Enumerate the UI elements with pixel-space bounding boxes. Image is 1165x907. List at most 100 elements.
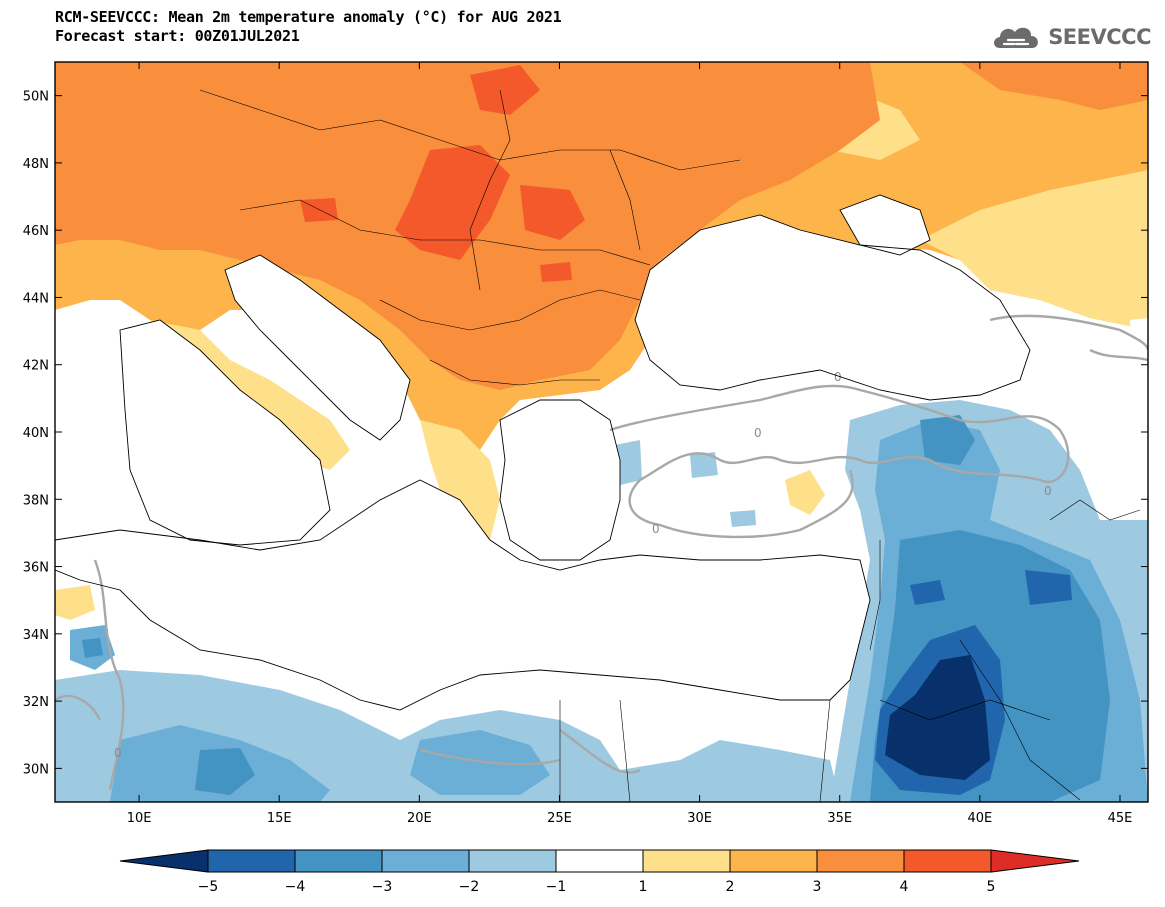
cool-tunisia-core	[82, 638, 103, 658]
lat-tick-label: 50N	[23, 90, 49, 105]
colorbar-label: 2	[726, 879, 735, 895]
lat-tick-label: 42N	[23, 359, 49, 374]
black-sea	[635, 215, 1030, 400]
longitude-axis: 10E 15E 20E 25E 30E 35E 40E 45E	[127, 62, 1133, 826]
contour-label: 0	[834, 370, 842, 384]
black-sea-coast	[634, 214, 1031, 401]
slight-cool-turkey-center	[690, 452, 718, 478]
contour-label: 0	[114, 746, 122, 760]
border	[199, 89, 741, 171]
lat-tick-label: 44N	[23, 291, 49, 306]
warmer-region-east	[960, 62, 1148, 110]
mediterranean-sea	[55, 480, 870, 710]
lat-tick-label: 38N	[23, 493, 49, 508]
border	[869, 540, 1081, 801]
lon-tick-label: 15E	[267, 811, 292, 826]
very-cold-iraq	[1025, 570, 1072, 605]
colorbar-swatch	[816, 849, 905, 873]
colorbar-label: −3	[372, 879, 393, 895]
border	[469, 89, 511, 291]
slight-cool-turkey-west	[615, 440, 642, 485]
med-coast	[55, 479, 871, 711]
title-line-2: Forecast start: 00Z01JUL2021	[55, 27, 300, 45]
very-warm-north	[470, 65, 540, 115]
cold-turkey-east	[920, 415, 975, 465]
very-warm-serbia	[540, 262, 572, 282]
colorbar-swatch	[207, 849, 296, 873]
cold-libya-core	[195, 748, 255, 795]
lon-tick-label: 20E	[407, 811, 432, 826]
colorbar-swatch	[555, 849, 644, 873]
adriatic-sea	[225, 255, 410, 440]
lat-tick-label: 40N	[23, 426, 49, 441]
colorbar-label: −1	[546, 879, 567, 895]
slight-warm-turkey	[785, 470, 825, 515]
lat-tick-label: 48N	[23, 157, 49, 172]
cloud-logo-icon	[994, 27, 1039, 48]
tyrrhenian-sea	[120, 320, 330, 545]
lat-tick-label: 30N	[23, 762, 49, 777]
azov-coast	[839, 194, 931, 256]
zero-contour-africa	[55, 559, 125, 791]
contour-label: 0	[1044, 484, 1052, 498]
lat-tick-label: 32N	[23, 695, 49, 710]
colorbar-label: 3	[813, 879, 822, 895]
contour-label: 0	[754, 426, 762, 440]
colorbar: −5 −4 −3 −2 −1 1 2 3 4 5	[119, 849, 1080, 895]
borders	[199, 89, 1141, 802]
colorbar-high-triangle	[990, 849, 1080, 873]
coastlines	[55, 194, 1031, 711]
contour-label: 0	[652, 522, 660, 536]
lon-tick-label: 35E	[827, 811, 852, 826]
italy-coast	[224, 254, 411, 441]
border	[879, 699, 1051, 721]
tyrrhenian-coast	[119, 319, 331, 546]
colorbar-label: 4	[900, 879, 909, 895]
very-warm-hungary	[395, 145, 510, 260]
colorbar-swatch	[729, 849, 818, 873]
logo-text: SEEVCCC	[1048, 25, 1151, 49]
border	[559, 699, 831, 802]
seevccc-logo: SEEVCCC	[990, 22, 1151, 52]
colorbar-label: −5	[198, 879, 219, 895]
azov-sea	[840, 195, 930, 255]
zero-contour-labels: 0 0 0 0 0	[114, 370, 1052, 760]
title-line-1: RCM-SEEVCCC: Mean 2m temperature anomaly…	[55, 8, 562, 26]
latitude-axis: 50N 48N 46N 44N 42N 40N 38N 36N 34N 32N 30N	[23, 90, 1148, 777]
aegean-sea	[500, 400, 620, 560]
colorbar-label: −4	[285, 879, 306, 895]
border	[429, 359, 600, 386]
zero-contours	[55, 314, 1148, 791]
map-field: 0 0 0 0 0	[55, 62, 1148, 802]
colorbar-swatch	[468, 849, 557, 873]
border	[379, 289, 641, 331]
colorbar-label: 1	[639, 879, 648, 895]
map-title: RCM-SEEVCCC: Mean 2m temperature anomaly…	[55, 8, 562, 46]
colorbar-swatch	[381, 849, 470, 873]
colorbar-swatch	[903, 849, 992, 873]
lon-tick-label: 10E	[127, 811, 152, 826]
lon-tick-label: 40E	[967, 811, 992, 826]
zero-contour-libya	[419, 729, 641, 774]
slight-cool-turkey-south	[730, 510, 756, 527]
border	[1049, 499, 1141, 521]
colorbar-low-triangle	[119, 849, 209, 873]
colorbar-swatch	[642, 849, 731, 873]
slight-warm-greece	[420, 420, 500, 540]
lat-tick-label: 36N	[23, 561, 49, 576]
colorbar-swatch	[294, 849, 383, 873]
border	[609, 149, 641, 251]
aegean-coast	[499, 399, 621, 561]
lon-tick-label: 30E	[687, 811, 712, 826]
zero-contour-caucasus	[989, 314, 1148, 362]
colorbar-label: 5	[987, 879, 996, 895]
colorbar-label: −2	[459, 879, 480, 895]
slight-warm-east	[920, 170, 1148, 330]
lon-tick-label: 45E	[1108, 811, 1133, 826]
zero-contour-turkey	[609, 384, 1070, 539]
border	[239, 199, 651, 266]
slight-warm-north-africa	[55, 585, 95, 620]
lon-tick-label: 25E	[547, 811, 572, 826]
very-warm-romania	[520, 185, 585, 240]
